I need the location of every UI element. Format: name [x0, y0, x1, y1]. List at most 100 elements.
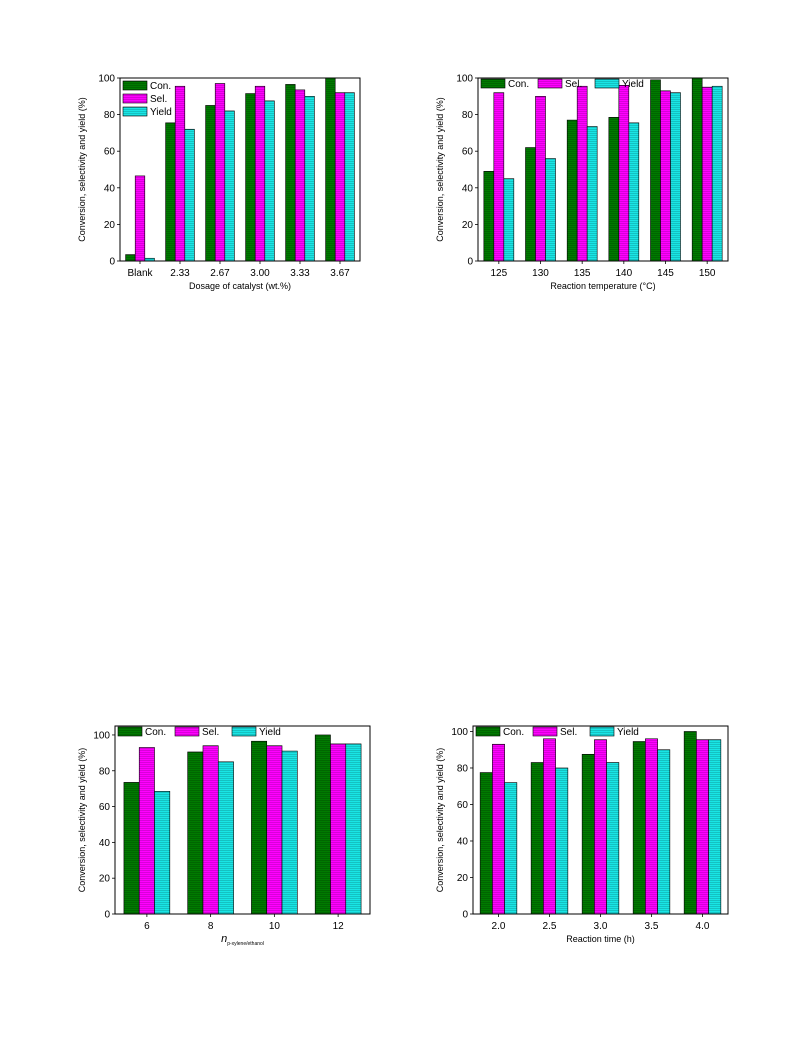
y-axis-label: Conversion, selectivity and yield (%)	[77, 748, 87, 893]
bar-con-0	[125, 254, 136, 262]
plot-frame	[114, 725, 371, 915]
bar-yield-0	[154, 791, 171, 915]
legend-swatch-sel	[122, 93, 148, 104]
x-tick-label: 150	[699, 268, 716, 279]
bar-con-1	[530, 762, 544, 915]
bar-yield-2	[606, 762, 620, 915]
y-tick-label: 20	[99, 874, 111, 885]
y-tick-label: 20	[457, 873, 469, 884]
bar-con-5	[325, 77, 336, 262]
x-tick-label: 3.67	[330, 268, 350, 279]
legend-label-con: Con.	[508, 79, 529, 90]
legend: Con. Sel. Yield	[475, 726, 639, 738]
legend-label-sel: Sel.	[565, 79, 582, 90]
x-axis-label: Reaction temperature (°C)	[550, 281, 655, 291]
bar-sel-4	[660, 90, 671, 262]
y-tick-label: 40	[462, 183, 474, 194]
bar-con-3	[314, 734, 331, 915]
legend-swatch-sel	[532, 726, 558, 737]
x-tick-label: 12	[333, 921, 345, 932]
bar-con-3	[245, 93, 256, 262]
y-tick-label: 80	[462, 110, 474, 121]
y-tick-label: 80	[104, 110, 116, 121]
bar-con-2	[566, 119, 578, 262]
legend: Con. Sel. Yield	[117, 726, 281, 738]
x-tick-label: 4.0	[696, 921, 710, 932]
bar-con-4	[285, 84, 296, 262]
legend-label-sel: Sel.	[560, 727, 577, 738]
x-tick-label: 2.5	[543, 921, 557, 932]
bar-sel-3	[618, 85, 630, 262]
y-axis-label: Conversion, selectivity and yield (%)	[435, 748, 445, 893]
chart-reaction-time: 0 20 40 60 80 100 2.0 2.5 3.0 3.5 4.0 Conversion, s…	[435, 725, 729, 944]
bar-sel-2	[576, 85, 588, 262]
x-tick-label: 125	[490, 268, 507, 279]
y-tick-label: 80	[99, 766, 111, 777]
bar-sel-3	[330, 743, 347, 915]
bar-yield-2	[281, 750, 298, 915]
bar-yield-2	[224, 110, 235, 262]
bar-con-3	[608, 117, 620, 262]
x-tick-label: Blank	[127, 268, 153, 279]
bar-sel-4	[294, 89, 306, 262]
legend-label-con: Con.	[503, 727, 524, 738]
y-tick-label: 60	[462, 147, 474, 158]
x-tick-label: 10	[269, 921, 281, 932]
bar-yield-3	[628, 122, 640, 262]
y-tick-label: 0	[467, 257, 473, 268]
bar-con-1	[187, 751, 204, 915]
bar-yield-3	[657, 749, 671, 915]
y-axis-label: Conversion, selectivity and yield (%)	[435, 97, 445, 242]
bar-sel-3	[645, 738, 658, 915]
x-axis-label: Reaction time (h)	[566, 934, 635, 944]
bar-yield-5	[344, 92, 355, 262]
legend-label-con: Con.	[145, 727, 166, 738]
legend-swatch-yield	[231, 726, 257, 737]
y-tick-label: 60	[104, 147, 116, 158]
y-tick-label: 100	[456, 74, 473, 85]
legend-swatch-con	[117, 726, 143, 737]
x-tick-label: 145	[657, 268, 674, 279]
x-axis-label: np-xylene/ethanol	[221, 933, 264, 947]
bar-sel-2	[214, 83, 226, 262]
x-tick-label: 8	[208, 921, 214, 932]
bar-sel-0	[492, 743, 505, 915]
x-tick-label: 3.33	[290, 268, 310, 279]
y-tick-label: 100	[93, 730, 110, 741]
legend-label-sel: Sel.	[150, 94, 167, 105]
bar-yield-2	[586, 126, 598, 262]
bar-yield-1	[555, 767, 569, 915]
bar-yield-0	[504, 782, 518, 915]
bar-sel-0	[493, 92, 505, 262]
bar-con-0	[483, 171, 495, 262]
y-tick-label: 0	[462, 910, 468, 921]
bar-sel-5	[334, 92, 346, 262]
bar-con-2	[581, 753, 595, 915]
legend-label-con: Con.	[150, 81, 171, 92]
y-tick-label: 80	[457, 763, 469, 774]
bars	[125, 77, 355, 262]
y-tick-label: 100	[98, 74, 115, 85]
legend: Con. Sel. Yield	[122, 80, 172, 118]
bar-con-2	[251, 740, 268, 915]
y-tick-label: 20	[462, 220, 474, 231]
legend-label-sel: Sel.	[202, 727, 219, 738]
x-tick-label: 140	[615, 268, 632, 279]
bar-sel-1	[202, 745, 219, 915]
bar-sel-0	[134, 175, 146, 262]
bar-yield-4	[304, 95, 315, 262]
bar-yield-4	[670, 92, 681, 262]
legend-label-yield: Yield	[150, 107, 172, 118]
bar-sel-1	[174, 85, 186, 262]
bar-sel-2	[266, 745, 283, 915]
legend-label-yield: Yield	[259, 727, 281, 738]
bar-sel-4	[696, 739, 709, 915]
x-tick-label: 3.5	[645, 921, 659, 932]
plot-frame	[477, 77, 729, 262]
bar-yield-0	[503, 178, 515, 262]
bar-yield-1	[217, 761, 234, 915]
y-tick-label: 60	[99, 802, 111, 813]
x-tick-label: 2.33	[170, 268, 190, 279]
bar-sel-1	[543, 738, 556, 915]
bar-yield-1	[545, 158, 556, 262]
